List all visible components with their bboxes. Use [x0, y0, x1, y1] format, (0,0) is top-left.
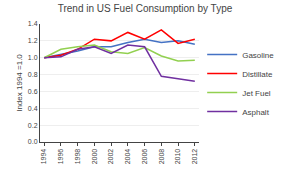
svg-text:0.4: 0.4 [28, 105, 38, 112]
svg-text:1.4: 1.4 [28, 20, 38, 27]
svg-text:0.6: 0.6 [28, 88, 38, 95]
svg-text:Distillate: Distillate [242, 70, 273, 79]
svg-text:2012: 2012 [191, 149, 198, 165]
svg-text:Index 1994 =1.0: Index 1994 =1.0 [15, 54, 24, 112]
svg-text:1.2: 1.2 [28, 37, 38, 44]
svg-text:1994: 1994 [40, 149, 47, 165]
svg-text:2010: 2010 [174, 149, 181, 165]
svg-text:Gasoline: Gasoline [242, 51, 274, 60]
svg-text:Jet Fuel: Jet Fuel [242, 89, 271, 98]
svg-text:2004: 2004 [124, 149, 131, 165]
svg-text:0.0: 0.0 [28, 138, 38, 145]
svg-text:0.8: 0.8 [28, 71, 38, 78]
svg-text:1996: 1996 [57, 149, 64, 165]
svg-text:1998: 1998 [74, 149, 81, 165]
svg-text:Trend in US Fuel Consumption b: Trend in US Fuel Consumption by Type [58, 3, 233, 14]
svg-text:2000: 2000 [91, 149, 98, 165]
svg-text:1.0: 1.0 [28, 54, 38, 61]
svg-text:0.2: 0.2 [28, 122, 38, 129]
svg-text:2008: 2008 [158, 149, 165, 165]
svg-text:2006: 2006 [141, 149, 148, 165]
svg-text:Asphalt: Asphalt [242, 108, 269, 117]
svg-text:2002: 2002 [107, 149, 114, 165]
